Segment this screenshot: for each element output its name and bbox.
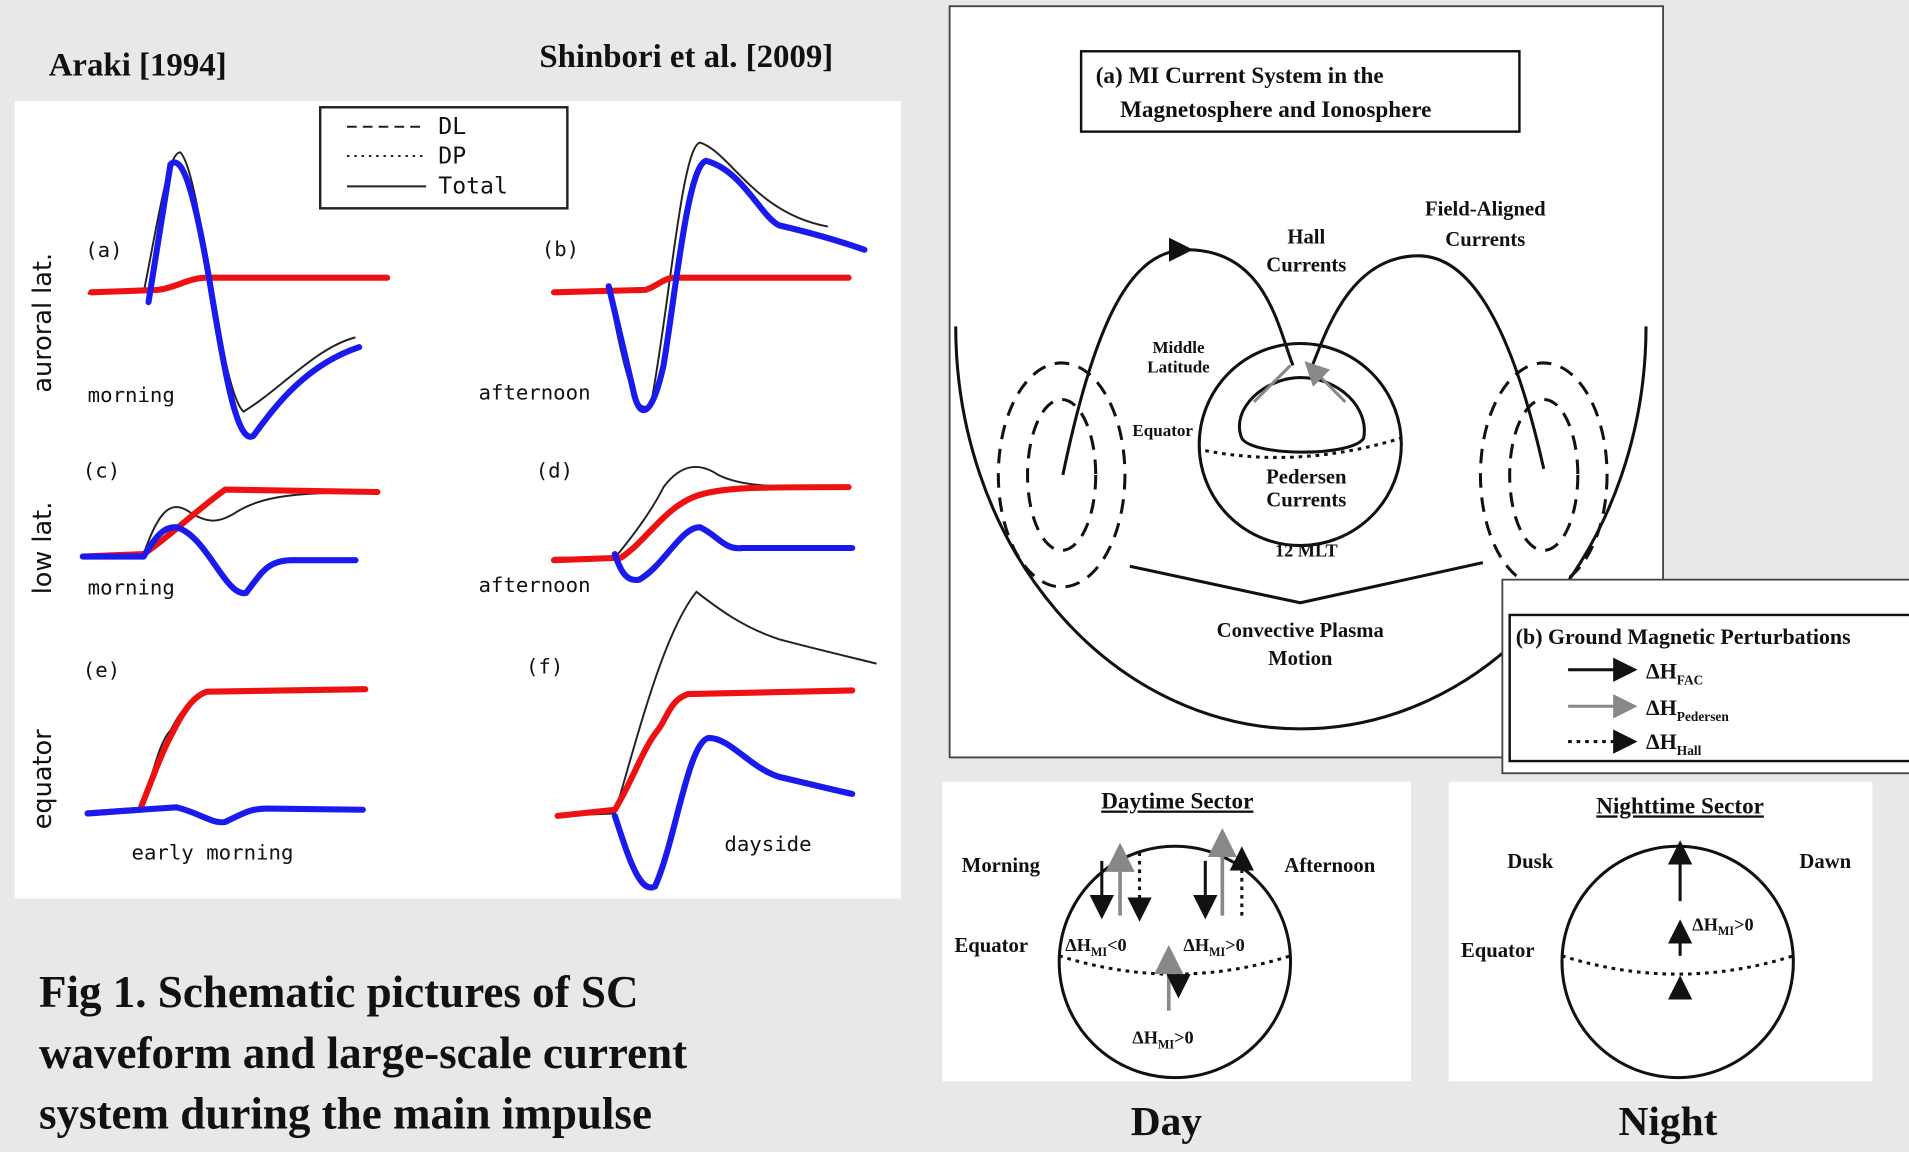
panel-label: (d) [536,458,573,482]
caption: Fig 1. Schematic pictures of SC waveform… [39,967,687,1139]
label: Dawn [1799,851,1851,873]
caption-line: system during the main impulse [39,1089,652,1139]
label: Latitude [1147,358,1210,377]
figure: Araki [1994] Shinbori et al. [2009] DL D… [0,0,1909,1152]
night-panel [1449,782,1873,1081]
text: ΔH [1646,695,1677,720]
label: Currents [1445,229,1525,251]
row-label: auroral lat. [28,253,58,393]
panel-time: early morning [131,841,293,865]
title: Magnetosphere and Ionosphere [1120,97,1431,123]
title: Daytime Sector [1101,789,1253,815]
waveform-panel [15,101,901,898]
panel-time: morning [88,575,175,599]
label: Convective Plasma [1217,620,1385,642]
title: Nighttime Sector [1596,793,1764,819]
title: (a) MI Current System in the [1096,63,1384,89]
legend-label: DP [438,143,466,169]
caption-line: Fig 1. Schematic pictures of SC [39,967,639,1017]
text: Hall [1677,743,1702,758]
label: Equator [1461,940,1535,962]
panel-label: (e) [83,658,120,682]
text: >0 [1225,935,1245,955]
caption-line: waveform and large-scale current [39,1028,687,1078]
panel-label: (a) [85,238,122,262]
label: Currents [1266,490,1346,512]
text: ΔH [1132,1028,1158,1048]
legend-label: DL [438,114,466,140]
author: Shinbori et al. [2009] [539,39,833,75]
text: ΔH [1065,935,1091,955]
label: Field-Aligned [1425,199,1546,221]
label: Equator [955,935,1029,957]
label: Morning [962,855,1041,877]
panel-time: morning [88,383,175,407]
text: MI [1718,924,1734,938]
label: Middle [1152,338,1204,357]
text: >0 [1174,1028,1194,1048]
panel-time: dayside [724,832,811,856]
panel-time: afternoon [478,380,590,404]
text: ΔH [1646,729,1677,754]
text: ΔH [1692,914,1718,934]
text: Pedersen [1677,709,1730,724]
label: 12 MLT [1275,541,1338,561]
panel-caption: Night [1619,1098,1718,1144]
panel-label: (b) [542,237,579,261]
text: <0 [1107,935,1127,955]
panel-label: (f) [526,654,563,678]
text: MI [1091,945,1107,959]
text: MI [1209,945,1225,959]
row-label: low lat. [28,502,58,595]
text: ΔH [1183,935,1209,955]
page: {"left_panel": {"author_left": "Araki [1… [0,0,1909,1152]
text: ΔH [1646,658,1677,683]
text: MI [1158,1037,1174,1051]
title: (b) Ground Magnetic Perturbations [1516,624,1851,649]
panel-time: afternoon [478,573,590,597]
text: FAC [1677,672,1704,687]
diagram-b [1502,580,1909,774]
label: Motion [1268,648,1333,670]
label: Equator [1132,421,1193,440]
label: Currents [1266,255,1346,277]
row-label: equator [28,729,58,829]
author: Araki [1994] [49,48,227,84]
label: Hall [1287,227,1325,249]
panel-label: (c) [83,458,120,482]
label: Afternoon [1284,855,1375,877]
label: Dusk [1507,851,1553,873]
text: >0 [1734,914,1754,934]
legend-label: Total [438,174,508,200]
panel-caption: Day [1131,1098,1203,1144]
label: Pedersen [1266,466,1347,488]
